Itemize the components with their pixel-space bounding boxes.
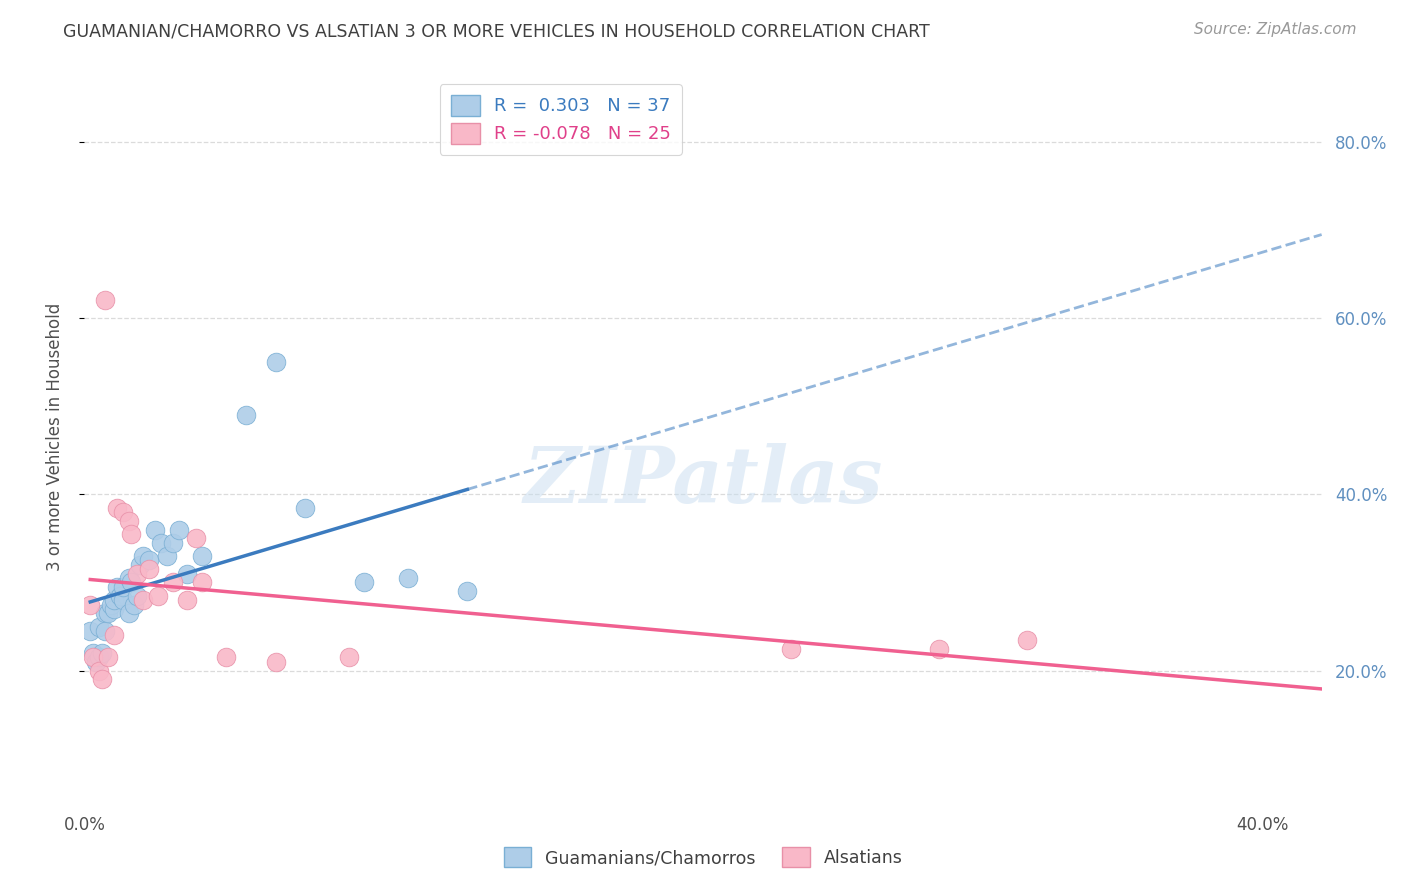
Point xyxy=(108,589,131,603)
Point xyxy=(94,607,117,621)
Point xyxy=(167,523,190,537)
Point xyxy=(97,607,120,621)
Point xyxy=(82,646,104,660)
Point xyxy=(456,584,478,599)
Point xyxy=(87,619,110,633)
Point xyxy=(353,575,375,590)
Point xyxy=(103,628,125,642)
Point xyxy=(339,650,361,665)
Point xyxy=(215,650,238,665)
Point xyxy=(138,562,160,576)
Point xyxy=(132,549,155,563)
Point xyxy=(156,549,179,563)
Legend: R =  0.303   N = 37, R = -0.078   N = 25: R = 0.303 N = 37, R = -0.078 N = 25 xyxy=(440,84,682,154)
Point xyxy=(79,598,101,612)
Point xyxy=(186,532,208,546)
Point xyxy=(91,673,114,687)
Point xyxy=(162,575,184,590)
Point xyxy=(82,650,104,665)
Point xyxy=(117,571,139,585)
Point xyxy=(127,589,149,603)
Point xyxy=(79,624,101,638)
Point xyxy=(121,575,143,590)
Point xyxy=(264,355,287,369)
Point xyxy=(117,607,139,621)
Point xyxy=(264,655,287,669)
Text: GUAMANIAN/CHAMORRO VS ALSATIAN 3 OR MORE VEHICLES IN HOUSEHOLD CORRELATION CHART: GUAMANIAN/CHAMORRO VS ALSATIAN 3 OR MORE… xyxy=(63,22,929,40)
Point xyxy=(176,593,198,607)
Point xyxy=(127,566,149,581)
Point xyxy=(91,646,114,660)
Point xyxy=(111,593,134,607)
Point xyxy=(121,527,143,541)
Point xyxy=(235,408,257,422)
Point xyxy=(138,553,160,567)
Point xyxy=(105,580,128,594)
Y-axis label: 3 or more Vehicles in Household: 3 or more Vehicles in Household xyxy=(45,303,63,571)
Point xyxy=(100,598,122,612)
Point xyxy=(146,589,169,603)
Point xyxy=(149,536,172,550)
Point xyxy=(928,641,950,656)
Legend: Guamanians/Chamorros, Alsatians: Guamanians/Chamorros, Alsatians xyxy=(496,840,910,874)
Point xyxy=(84,655,107,669)
Point xyxy=(87,664,110,678)
Point xyxy=(143,523,166,537)
Point xyxy=(780,641,803,656)
Point xyxy=(162,536,184,550)
Point xyxy=(111,580,134,594)
Point xyxy=(129,558,152,572)
Point xyxy=(176,566,198,581)
Point xyxy=(103,593,125,607)
Point xyxy=(191,549,214,563)
Point xyxy=(396,571,419,585)
Text: ZIPatlas: ZIPatlas xyxy=(523,442,883,519)
Point xyxy=(1015,632,1038,647)
Text: Source: ZipAtlas.com: Source: ZipAtlas.com xyxy=(1194,22,1357,37)
Point xyxy=(124,598,146,612)
Point xyxy=(117,514,139,528)
Point xyxy=(94,624,117,638)
Point xyxy=(105,500,128,515)
Point xyxy=(132,593,155,607)
Point xyxy=(94,293,117,308)
Point xyxy=(87,650,110,665)
Point xyxy=(97,650,120,665)
Point xyxy=(191,575,214,590)
Point xyxy=(111,505,134,519)
Point xyxy=(294,500,316,515)
Point xyxy=(103,602,125,616)
